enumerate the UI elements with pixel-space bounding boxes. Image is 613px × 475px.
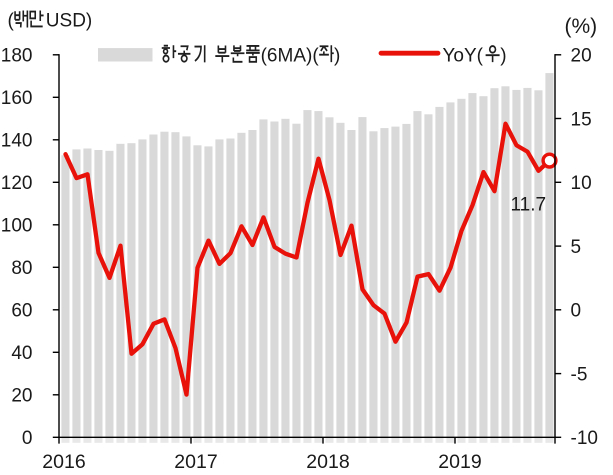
svg-text:5: 5 — [571, 237, 582, 258]
svg-text:): ) — [500, 45, 506, 66]
svg-text:80: 80 — [11, 258, 32, 279]
svg-text:YoY(: YoY( — [443, 45, 484, 66]
svg-text:-5: -5 — [571, 364, 588, 385]
svg-text:180: 180 — [1, 46, 33, 67]
svg-text:USD): USD) — [46, 11, 92, 32]
svg-text:(6MA)(: (6MA)( — [261, 45, 320, 66]
svg-text:40: 40 — [11, 343, 32, 364]
svg-text:15: 15 — [571, 109, 592, 130]
svg-text:): ) — [334, 45, 340, 66]
svg-text:100: 100 — [1, 216, 33, 237]
svg-text:2016: 2016 — [42, 451, 85, 473]
svg-text:10: 10 — [571, 173, 592, 194]
svg-text:0: 0 — [22, 428, 33, 449]
svg-text:2018: 2018 — [306, 451, 349, 473]
svg-text:20: 20 — [11, 386, 32, 407]
svg-text:120: 120 — [1, 173, 33, 194]
svg-text:60: 60 — [11, 301, 32, 322]
svg-text:11.7: 11.7 — [511, 195, 547, 216]
svg-text:(: ( — [8, 11, 15, 32]
svg-text:20: 20 — [571, 46, 592, 67]
svg-text:2019: 2019 — [438, 451, 481, 473]
svg-text:0: 0 — [571, 301, 582, 322]
svg-text:2017: 2017 — [174, 451, 217, 473]
svg-text:140: 140 — [1, 131, 33, 152]
svg-text:-10: -10 — [571, 428, 598, 449]
svg-text:(%): (%) — [565, 15, 598, 38]
svg-text:160: 160 — [1, 88, 33, 109]
